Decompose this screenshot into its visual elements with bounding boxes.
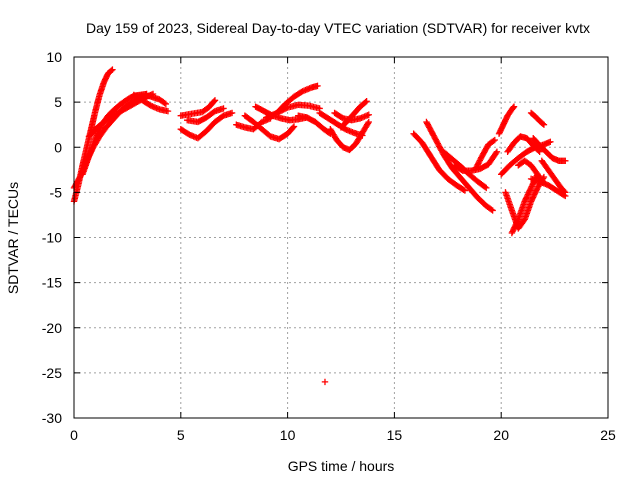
series-arc-14	[263, 101, 323, 121]
data-point	[475, 158, 483, 166]
data-point	[475, 160, 482, 167]
data-point	[364, 120, 372, 127]
data-point	[473, 162, 481, 170]
data-point	[461, 187, 469, 194]
data-point	[536, 148, 543, 155]
y-tick-label: -15	[42, 275, 62, 291]
data-point	[491, 136, 498, 144]
x-tick-label: 25	[600, 427, 616, 443]
data-point	[493, 148, 501, 155]
data-point	[220, 105, 227, 112]
data-point	[481, 183, 489, 191]
series-arc-29	[504, 133, 543, 155]
data-point	[535, 147, 542, 154]
data-point	[472, 165, 479, 173]
y-tick-label: -20	[42, 320, 62, 336]
y-tick-label: -25	[42, 365, 62, 381]
data-point	[520, 217, 527, 224]
y-tick-label: 10	[46, 49, 62, 65]
data-point	[283, 105, 290, 112]
data-point	[228, 109, 236, 117]
data-point	[474, 161, 481, 168]
data-point	[539, 120, 547, 127]
series-arc-09	[184, 105, 227, 126]
data-point	[488, 206, 495, 213]
data-point	[289, 124, 297, 131]
data-point	[483, 184, 490, 192]
series-outlier	[321, 378, 329, 386]
data-point	[562, 157, 569, 164]
data-point	[290, 123, 298, 130]
data-point	[476, 157, 484, 164]
y-tick-label: 0	[54, 139, 62, 155]
data-point	[321, 378, 329, 386]
series-arc-06	[134, 92, 170, 108]
series-arc-24	[472, 136, 498, 173]
data-point	[547, 138, 554, 146]
series-arc-25	[495, 103, 518, 137]
data-point	[477, 155, 484, 163]
data-point	[562, 192, 569, 200]
series-arc-19	[331, 109, 372, 124]
axes-layer: 0 5 10 15 20 25 -30 -25 -20 -15 -10 -5 0 5 10	[42, 49, 616, 443]
data-point	[164, 107, 172, 115]
data-point	[314, 82, 321, 90]
data-point	[363, 98, 370, 105]
data-point	[365, 111, 372, 118]
data-point	[510, 104, 517, 111]
x-tick-label: 0	[70, 427, 78, 443]
chart-title: Day 159 of 2023, Sidereal Day-to-day VTE…	[86, 20, 590, 36]
series-arc-26	[498, 138, 554, 178]
x-tick-label: 20	[493, 427, 509, 443]
grid-layer	[74, 57, 608, 418]
data-point	[365, 118, 372, 126]
series-arc-31	[530, 135, 569, 164]
data-point	[510, 103, 518, 110]
x-tick-label: 10	[280, 427, 296, 443]
data-point	[109, 66, 116, 73]
x-axis-label: GPS time / hours	[288, 458, 395, 474]
series-layer	[70, 66, 569, 386]
data-point	[489, 207, 496, 214]
series-arc-07	[177, 109, 236, 142]
series-arc-34	[527, 175, 569, 200]
series-arc-33	[527, 109, 548, 128]
series-arc-11	[241, 112, 298, 143]
data-point	[161, 99, 168, 107]
data-point	[560, 192, 568, 199]
series-arc-17	[327, 118, 372, 154]
y-tick-label: -5	[50, 184, 63, 200]
data-point	[362, 98, 369, 106]
data-point	[162, 100, 170, 108]
y-axis-label: SDTVAR / TECUs	[5, 182, 21, 294]
data-point	[492, 149, 500, 157]
data-point	[473, 164, 480, 171]
y-tick-label: -30	[42, 410, 62, 426]
y-tick-label: -10	[42, 230, 62, 246]
data-point	[460, 186, 467, 193]
data-point	[108, 67, 115, 74]
data-point	[490, 137, 497, 145]
x-tick-label: 15	[387, 427, 403, 443]
data-point	[210, 98, 218, 105]
series-arc-20	[410, 130, 469, 194]
series-arc-08	[177, 97, 219, 119]
data-point	[540, 121, 548, 128]
data-point	[211, 97, 219, 104]
x-tick-label: 5	[177, 427, 185, 443]
series-arc-23	[451, 148, 501, 174]
y-tick-label: 5	[54, 94, 62, 110]
